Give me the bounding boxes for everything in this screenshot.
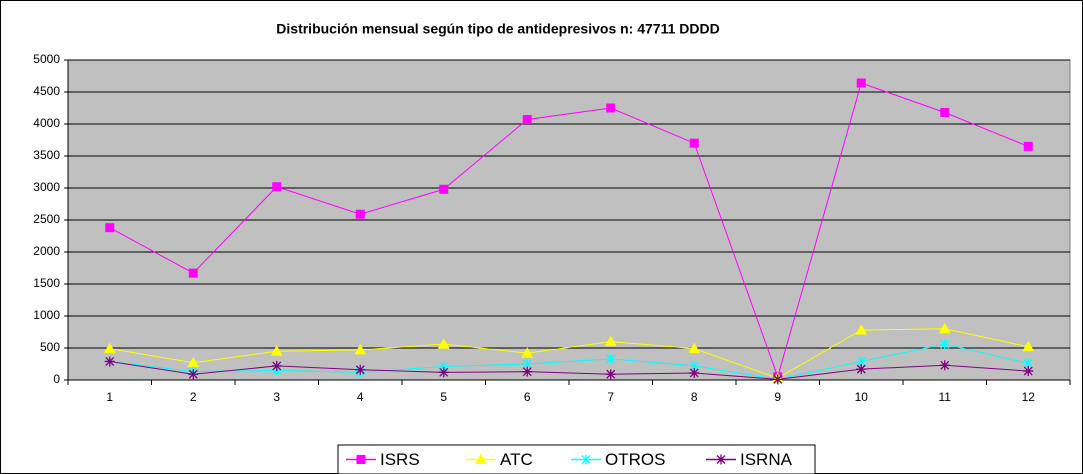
marker <box>1023 366 1034 377</box>
marker <box>856 364 867 375</box>
marker <box>437 338 450 349</box>
marker <box>105 223 115 233</box>
series-line <box>109 360 1029 380</box>
marker <box>271 360 282 371</box>
x-tick-label: 4 <box>357 390 364 404</box>
y-tick-label: 1000 <box>33 308 60 322</box>
marker <box>522 115 532 125</box>
marker <box>354 343 367 355</box>
x-tick-label: 3 <box>273 390 280 404</box>
marker <box>772 374 783 385</box>
marker <box>940 107 950 117</box>
marker <box>439 184 449 194</box>
marker <box>270 345 283 356</box>
y-tick-label: 2000 <box>33 244 60 258</box>
legend-label: ISRNA <box>740 450 793 469</box>
marker <box>716 454 726 465</box>
marker <box>1022 340 1035 352</box>
marker <box>856 78 866 88</box>
marker <box>1023 141 1033 151</box>
marker <box>188 268 198 278</box>
marker <box>475 453 487 464</box>
y-tick-label: 5000 <box>33 52 60 66</box>
x-tick-label: 8 <box>691 390 698 404</box>
series-line <box>109 82 1029 379</box>
y-tick-label: 1500 <box>33 276 60 290</box>
series-line <box>109 328 1029 379</box>
y-tick-label: 500 <box>40 340 60 354</box>
x-tick-label: 7 <box>607 390 614 404</box>
marker <box>103 342 116 354</box>
marker <box>940 339 950 350</box>
marker <box>855 324 868 335</box>
y-tick-label: 4500 <box>33 84 60 98</box>
marker <box>581 454 591 465</box>
y-tick-label: 2500 <box>33 212 60 226</box>
legend-label: ISRS <box>380 450 420 469</box>
x-tick-label: 10 <box>855 390 869 404</box>
marker <box>689 367 700 378</box>
x-tick-label: 12 <box>1022 390 1036 404</box>
y-tick-label: 0 <box>53 372 60 386</box>
series-line <box>109 343 1029 380</box>
marker <box>355 364 366 375</box>
chart-title: Distribución mensual según tipo de antid… <box>276 21 719 37</box>
legend-label: ATC <box>500 450 533 469</box>
marker <box>606 353 616 364</box>
marker <box>521 347 534 358</box>
x-tick-label: 6 <box>524 390 531 404</box>
marker <box>689 138 699 148</box>
marker <box>688 342 701 354</box>
x-tick-label: 2 <box>190 390 197 404</box>
marker <box>604 335 617 347</box>
y-tick-label: 3000 <box>33 180 60 194</box>
y-tick-label: 4000 <box>33 116 60 130</box>
marker <box>606 103 616 113</box>
x-tick-label: 1 <box>106 390 113 404</box>
y-tick-label: 3500 <box>33 148 60 162</box>
marker <box>104 356 115 367</box>
x-tick-label: 11 <box>939 390 952 404</box>
x-tick-label: 5 <box>440 390 447 404</box>
marker <box>438 367 449 378</box>
marker <box>355 209 365 219</box>
marker <box>188 369 199 380</box>
marker <box>522 366 533 377</box>
x-tick-label: 9 <box>774 390 781 404</box>
legend-label: OTROS <box>605 450 665 469</box>
marker <box>356 455 366 464</box>
marker <box>939 360 950 371</box>
marker <box>605 369 616 380</box>
marker <box>272 182 282 192</box>
marker <box>938 322 951 334</box>
